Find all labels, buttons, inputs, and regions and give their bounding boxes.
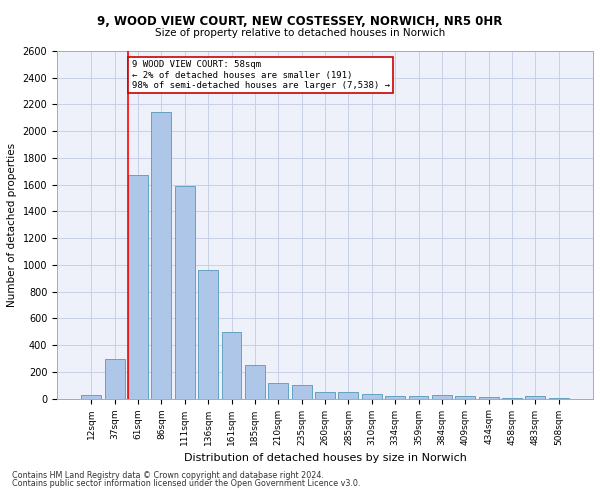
Text: Contains public sector information licensed under the Open Government Licence v3: Contains public sector information licen… bbox=[12, 478, 361, 488]
Bar bbox=[455, 396, 475, 398]
Bar bbox=[409, 396, 428, 398]
Bar bbox=[292, 386, 311, 398]
Bar bbox=[128, 176, 148, 398]
Bar bbox=[526, 396, 545, 398]
Bar bbox=[268, 382, 288, 398]
Bar bbox=[198, 270, 218, 398]
Bar bbox=[362, 394, 382, 398]
Bar bbox=[221, 332, 241, 398]
Bar bbox=[315, 392, 335, 398]
Bar bbox=[432, 394, 452, 398]
Bar bbox=[82, 396, 101, 398]
Bar bbox=[338, 392, 358, 398]
Y-axis label: Number of detached properties: Number of detached properties bbox=[7, 142, 17, 307]
Text: 9 WOOD VIEW COURT: 58sqm
← 2% of detached houses are smaller (191)
98% of semi-d: 9 WOOD VIEW COURT: 58sqm ← 2% of detache… bbox=[131, 60, 389, 90]
X-axis label: Distribution of detached houses by size in Norwich: Distribution of detached houses by size … bbox=[184, 453, 466, 463]
Bar bbox=[175, 186, 195, 398]
Bar bbox=[151, 112, 172, 399]
Text: Contains HM Land Registry data © Crown copyright and database right 2024.: Contains HM Land Registry data © Crown c… bbox=[12, 471, 324, 480]
Bar bbox=[245, 365, 265, 398]
Bar bbox=[105, 358, 125, 399]
Text: Size of property relative to detached houses in Norwich: Size of property relative to detached ho… bbox=[155, 28, 445, 38]
Text: 9, WOOD VIEW COURT, NEW COSTESSEY, NORWICH, NR5 0HR: 9, WOOD VIEW COURT, NEW COSTESSEY, NORWI… bbox=[97, 15, 503, 28]
Bar bbox=[385, 396, 405, 398]
